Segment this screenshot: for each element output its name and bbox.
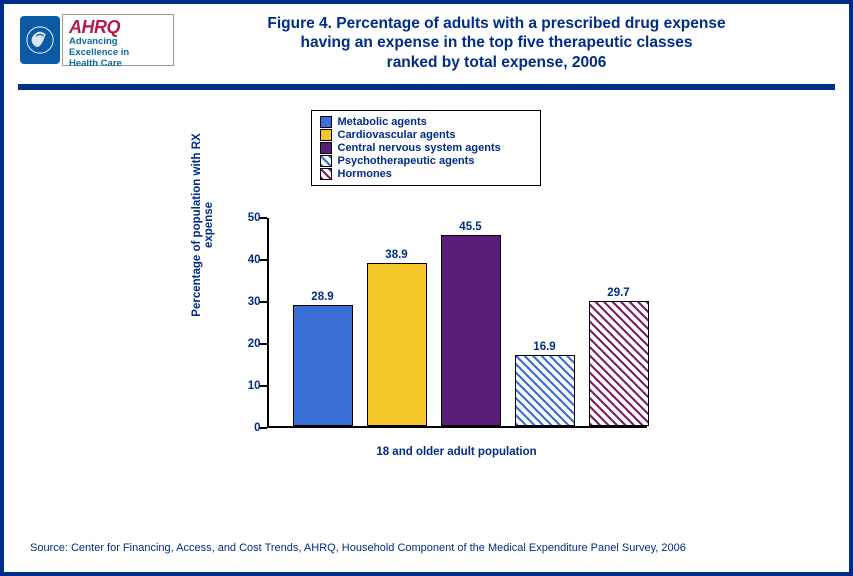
x-axis-title: 18 and older adult population bbox=[267, 446, 647, 458]
bar bbox=[589, 301, 649, 426]
hhs-seal-icon bbox=[20, 16, 60, 64]
bar-value-label: 38.9 bbox=[362, 249, 432, 261]
y-tick-label: 20 bbox=[235, 338, 261, 350]
plot-region: 0102030405028.938.945.516.929.7 bbox=[267, 218, 647, 428]
legend-swatch-icon bbox=[320, 116, 332, 128]
y-tick-label: 10 bbox=[235, 380, 261, 392]
legend-swatch-icon bbox=[320, 168, 332, 180]
legend-label: Cardiovascular agents bbox=[338, 129, 456, 141]
ahrq-tag-2: Excellence in bbox=[69, 48, 167, 58]
figure-title: Figure 4. Percentage of adults with a pr… bbox=[174, 14, 833, 72]
bar bbox=[441, 235, 501, 426]
legend-label: Hormones bbox=[338, 168, 392, 180]
legend-item: Central nervous system agents bbox=[320, 142, 532, 154]
legend-item: Cardiovascular agents bbox=[320, 129, 532, 141]
bar bbox=[515, 355, 575, 426]
y-tick-label: 30 bbox=[235, 296, 261, 308]
title-line-1: Figure 4. Percentage of adults with a pr… bbox=[180, 14, 813, 33]
header-divider bbox=[18, 84, 835, 90]
legend-swatch-icon bbox=[320, 155, 332, 167]
bar-value-label: 29.7 bbox=[584, 287, 654, 299]
legend: Metabolic agentsCardiovascular agentsCen… bbox=[311, 110, 541, 186]
chart-area: Metabolic agentsCardiovascular agentsCen… bbox=[147, 110, 707, 490]
legend-swatch-icon bbox=[320, 142, 332, 154]
bar bbox=[293, 305, 353, 426]
legend-label: Metabolic agents bbox=[338, 116, 427, 128]
bar-value-label: 28.9 bbox=[288, 291, 358, 303]
legend-item: Hormones bbox=[320, 168, 532, 180]
legend-label: Central nervous system agents bbox=[338, 142, 501, 154]
legend-item: Metabolic agents bbox=[320, 116, 532, 128]
title-line-3: ranked by total expense, 2006 bbox=[180, 53, 813, 72]
figure-frame: AHRQ Advancing Excellence in Health Care… bbox=[0, 0, 853, 576]
y-axis-title: Percentage of population with RX expense bbox=[191, 125, 215, 325]
y-tick-label: 50 bbox=[235, 212, 261, 224]
source-note: Source: Center for Financing, Access, an… bbox=[30, 542, 829, 554]
x-axis bbox=[267, 426, 647, 428]
bar bbox=[367, 263, 427, 426]
bar-value-label: 45.5 bbox=[436, 221, 506, 233]
ahrq-title: AHRQ bbox=[69, 18, 167, 36]
logo-block: AHRQ Advancing Excellence in Health Care bbox=[20, 14, 174, 66]
legend-label: Psychotherapeutic agents bbox=[338, 155, 475, 167]
ahrq-logo: AHRQ Advancing Excellence in Health Care bbox=[62, 14, 174, 66]
header: AHRQ Advancing Excellence in Health Care… bbox=[4, 4, 849, 78]
ahrq-tag-1: Advancing bbox=[69, 37, 167, 47]
title-line-2: having an expense in the top five therap… bbox=[180, 33, 813, 52]
ahrq-tag-3: Health Care bbox=[69, 59, 167, 69]
legend-swatch-icon bbox=[320, 129, 332, 141]
legend-item: Psychotherapeutic agents bbox=[320, 155, 532, 167]
y-axis bbox=[267, 218, 269, 428]
y-tick-label: 0 bbox=[235, 422, 261, 434]
bar-value-label: 16.9 bbox=[510, 341, 580, 353]
y-tick-label: 40 bbox=[235, 254, 261, 266]
